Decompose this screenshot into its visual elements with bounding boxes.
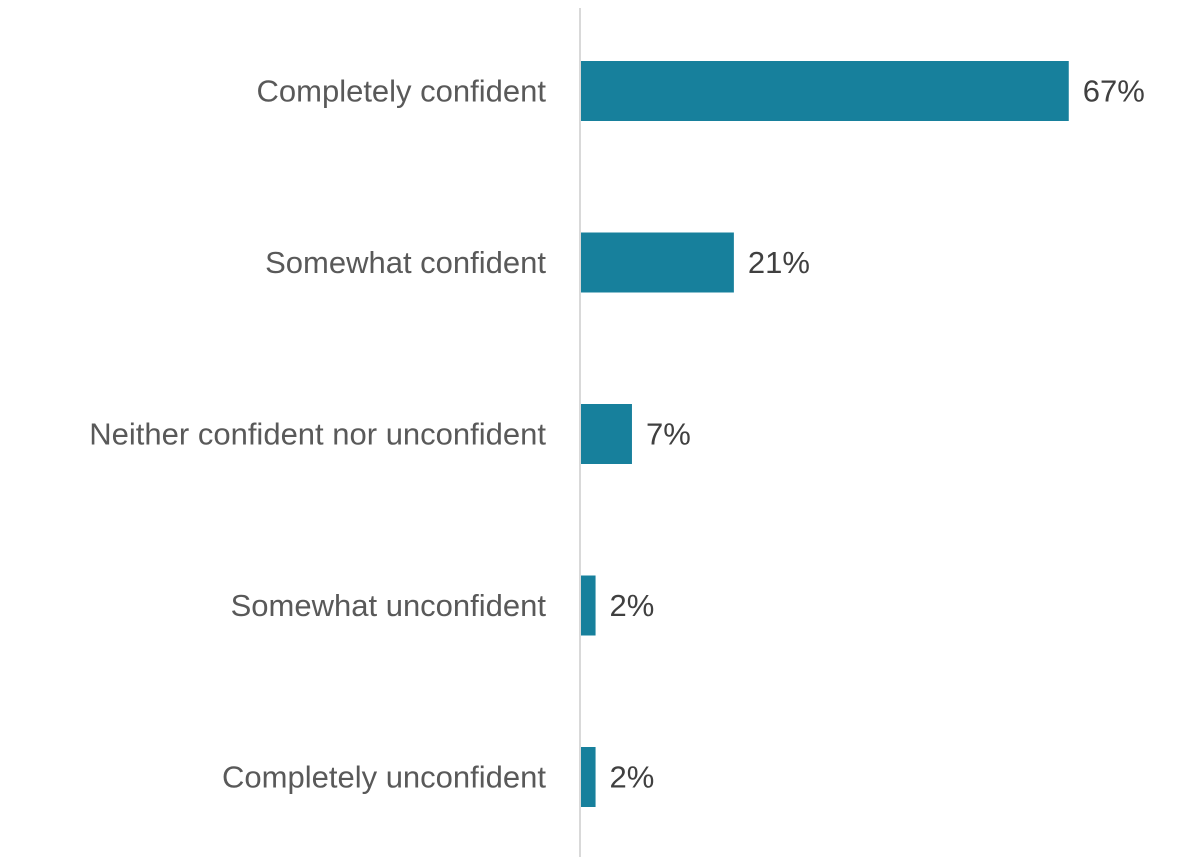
bar [581, 232, 734, 293]
value-label: 21% [748, 245, 810, 280]
bar-row: Completely confident 67% [257, 61, 1145, 121]
value-label: 67% [1083, 74, 1145, 109]
bar [581, 61, 1069, 121]
bars: Completely confident 67% Somewhat confiden… [89, 61, 1145, 807]
bar-row: Neither confident nor unconfident 7% [89, 404, 691, 464]
value-label: 7% [646, 417, 691, 452]
category-label: Somewhat unconfident [231, 588, 547, 623]
category-label: Completely confident [257, 74, 547, 109]
value-label: 2% [610, 588, 655, 623]
bar-row: Somewhat confident 21% [265, 232, 810, 293]
bar-row: Somewhat unconfident 2% [231, 575, 655, 636]
category-label: Somewhat confident [265, 245, 546, 280]
value-label: 2% [610, 760, 655, 795]
bar [581, 747, 596, 807]
category-label: Completely unconfident [222, 760, 546, 795]
bar [581, 575, 596, 636]
bar [581, 404, 632, 464]
category-label: Neither confident nor unconfident [89, 417, 546, 452]
bar-row: Completely unconfident 2% [222, 747, 654, 807]
